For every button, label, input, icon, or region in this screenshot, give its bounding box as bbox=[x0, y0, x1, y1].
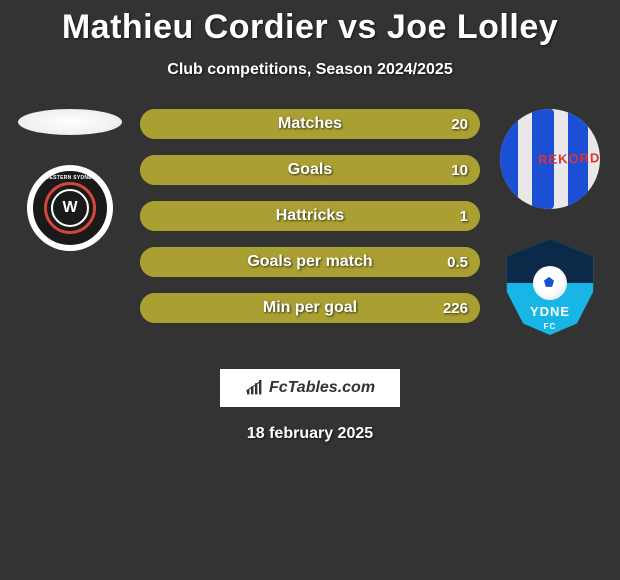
comparison-row: WESTERN SYDNEY W Matches20 Goals10 Hattric… bbox=[0, 109, 620, 349]
soccer-ball-icon bbox=[533, 266, 567, 300]
stat-bars-container: Matches20 Goals10 Hattricks1 Goals per matc… bbox=[140, 109, 480, 323]
left-player-photo bbox=[18, 109, 122, 135]
stat-bar: Min per goal226 bbox=[140, 293, 480, 323]
stat-bar: Goals10 bbox=[140, 155, 480, 185]
season-subtitle: Club competitions, Season 2024/2025 bbox=[0, 61, 620, 79]
right-club-text: YDNE bbox=[502, 304, 598, 319]
right-club-fc: FC bbox=[502, 322, 598, 331]
stat-bar-label: Hattricks bbox=[140, 201, 480, 231]
right-player-column: REKORDE YDNE FC bbox=[490, 109, 610, 335]
stat-bar-right-value: 0.5 bbox=[447, 247, 468, 277]
jersey-sponsor-text: REKORDE bbox=[538, 150, 600, 168]
watermark-badge: FcTables.com bbox=[220, 369, 400, 407]
watermark-text: FcTables.com bbox=[269, 379, 375, 397]
left-club-initial: W bbox=[62, 199, 77, 217]
stat-bar-right-value: 1 bbox=[460, 201, 468, 231]
right-club-badge: YDNE FC bbox=[502, 239, 598, 335]
left-club-arc-text: WESTERN SYDNEY bbox=[33, 175, 107, 181]
stat-bar: Matches20 bbox=[140, 109, 480, 139]
stat-bar-label: Matches bbox=[140, 109, 480, 139]
stat-bar-right-value: 10 bbox=[451, 155, 468, 185]
stat-bar-label: Goals bbox=[140, 155, 480, 185]
page-title: Mathieu Cordier vs Joe Lolley bbox=[0, 0, 620, 47]
stat-bar-right-value: 226 bbox=[443, 293, 468, 323]
bar-chart-icon bbox=[245, 380, 265, 396]
left-club-badge: WESTERN SYDNEY W bbox=[27, 165, 113, 251]
stat-bar: Hattricks1 bbox=[140, 201, 480, 231]
stat-bar-label: Min per goal bbox=[140, 293, 480, 323]
left-club-ring-icon: W bbox=[44, 182, 96, 234]
stat-bar: Goals per match0.5 bbox=[140, 247, 480, 277]
right-player-photo: REKORDE bbox=[500, 109, 600, 209]
stat-bar-label: Goals per match bbox=[140, 247, 480, 277]
left-player-column: WESTERN SYDNEY W bbox=[10, 109, 130, 251]
stat-bar-right-value: 20 bbox=[451, 109, 468, 139]
generation-date: 18 february 2025 bbox=[0, 425, 620, 443]
